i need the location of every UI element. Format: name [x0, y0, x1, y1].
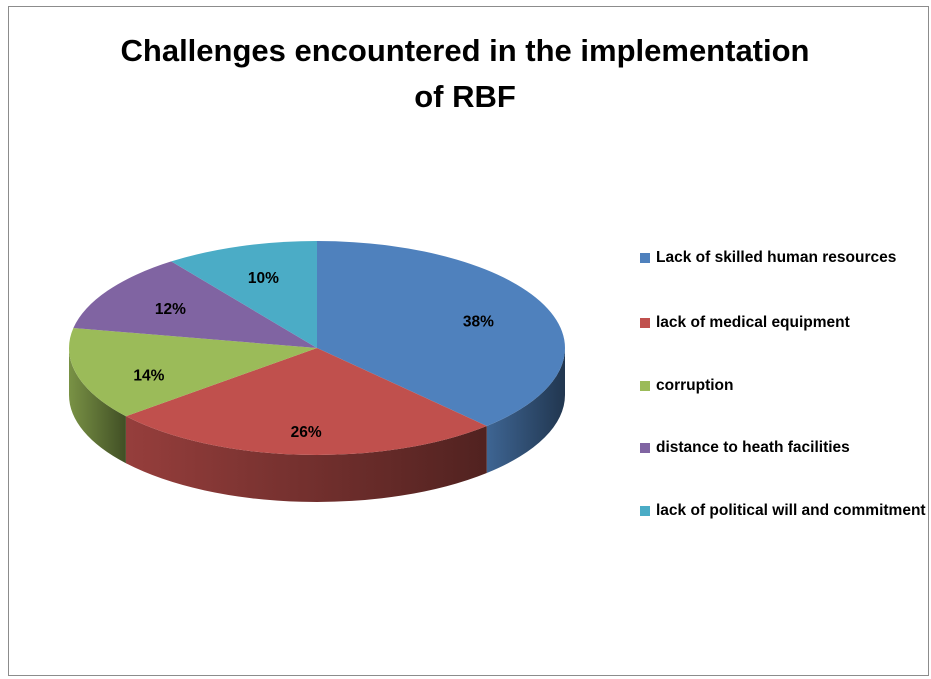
pie-side-lack-of-medical-equipment	[125, 416, 487, 502]
legend-swatch	[640, 318, 650, 328]
slice-label-lack-of-skilled-human-resources: 38%	[463, 313, 494, 330]
pie-labels: 38% 26% 14% 12% 10%	[133, 270, 494, 441]
chart-title: Challenges encountered in the implementa…	[0, 28, 930, 120]
slice-label-lack-of-political-will-and-commitment: 10%	[248, 270, 279, 287]
legend-label: lack of medical equipment	[656, 314, 850, 331]
pie-side-corruption	[69, 348, 126, 464]
legend-swatch	[640, 253, 650, 263]
legend-item-corruption: corruption	[640, 374, 930, 398]
legend-label: lack of political will and commitment	[656, 502, 926, 519]
pie-slice-distance-to-heath-facilities	[73, 261, 317, 348]
legend-item-lack-of-skilled-human-resources: Lack of skilled human resources	[640, 246, 930, 270]
legend-swatch	[640, 443, 650, 453]
slice-label-distance-to-heath-facilities: 12%	[155, 301, 186, 318]
legend-swatch	[640, 381, 650, 391]
pie-top	[68, 241, 566, 455]
pie-sides	[69, 348, 565, 502]
legend-item-lack-of-political-will-and-commitment: lack of political will and commitment	[640, 499, 930, 523]
pie-side-lack-of-skilled-human-resources	[486, 348, 565, 473]
chart-title-line-2: of RBF	[414, 79, 516, 114]
legend-label: distance to heath facilities	[656, 439, 850, 456]
pie-slice-lack-of-political-will-and-commitment	[171, 241, 317, 348]
pie-slice-lack-of-medical-equipment	[125, 348, 487, 455]
legend-item-lack-of-medical-equipment: lack of medical equipment	[640, 311, 930, 335]
legend-item-distance-to-heath-facilities: distance to heath facilities	[640, 436, 930, 460]
legend-swatch	[640, 506, 650, 516]
slice-label-lack-of-medical-equipment: 26%	[291, 424, 322, 441]
pie-slice-lack-of-skilled-human-resources	[317, 241, 566, 426]
legend-label: Lack of skilled human resources	[656, 249, 897, 266]
legend-label: corruption	[656, 377, 734, 394]
slice-label-corruption: 14%	[133, 368, 164, 385]
pie-slice-corruption	[68, 327, 317, 417]
chart-title-line-1: Challenges encountered in the implementa…	[120, 33, 810, 68]
